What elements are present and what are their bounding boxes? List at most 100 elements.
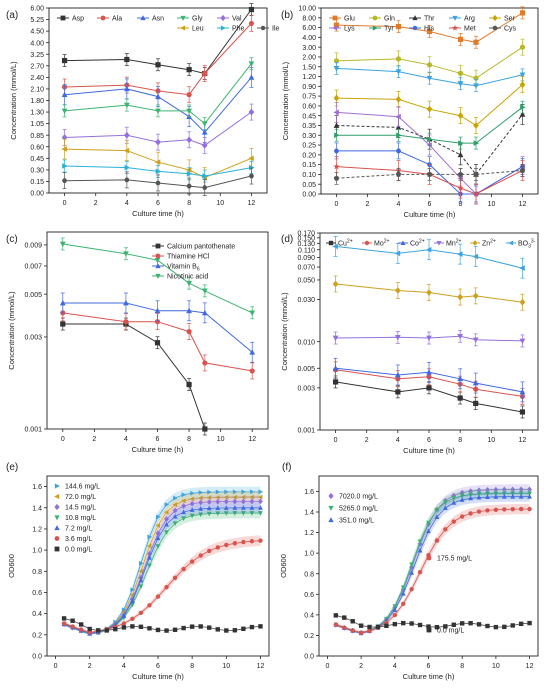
y-tick-label: 0.35 bbox=[302, 123, 316, 130]
data-point bbox=[248, 108, 255, 116]
data-point bbox=[392, 621, 398, 627]
series-line bbox=[64, 63, 252, 125]
series-line bbox=[64, 111, 252, 146]
series-line bbox=[336, 84, 523, 127]
y-tick-label: 0.150 bbox=[297, 235, 315, 242]
series-3-6-mg-l bbox=[61, 535, 263, 635]
y-tick-label: 0.6 bbox=[32, 590, 42, 597]
data-point bbox=[121, 621, 127, 626]
data-point bbox=[472, 253, 479, 260]
data-point bbox=[457, 333, 464, 340]
series-mn bbox=[332, 329, 526, 348]
data-point bbox=[129, 602, 135, 608]
data-point bbox=[206, 499, 212, 505]
data-point bbox=[201, 129, 208, 135]
data-point bbox=[202, 185, 208, 190]
y-tick-label: 0.001 bbox=[24, 427, 42, 434]
legend-label: 144.6 mg/L bbox=[65, 484, 100, 491]
data-point bbox=[207, 625, 212, 630]
legend-item: Lys bbox=[329, 25, 355, 33]
y-tick-label: 0.05 bbox=[302, 182, 316, 189]
legend-item: Ile bbox=[257, 26, 280, 33]
data-point bbox=[426, 171, 433, 177]
x-tick-label: 2 bbox=[88, 663, 92, 670]
data-point bbox=[434, 508, 440, 513]
legend-item: Thiamine HCl bbox=[152, 253, 210, 261]
legend-item: 175.5 mg/L bbox=[426, 555, 472, 563]
series-line bbox=[336, 12, 523, 43]
data-point bbox=[59, 241, 66, 248]
legend-item: Tyr bbox=[369, 25, 394, 33]
data-point bbox=[249, 511, 255, 516]
y-tick-label: 4.00 bbox=[302, 35, 316, 42]
data-point bbox=[258, 498, 263, 505]
data-point bbox=[198, 495, 203, 501]
data-point bbox=[164, 516, 169, 522]
data-point bbox=[472, 190, 480, 197]
y-tick-label: 0.45 bbox=[30, 156, 44, 163]
data-point bbox=[249, 494, 254, 500]
confidence-band bbox=[335, 488, 530, 635]
y-tick-label: 3.25 bbox=[30, 52, 44, 59]
data-point bbox=[215, 627, 220, 632]
data-point bbox=[62, 163, 68, 169]
data-point bbox=[96, 628, 101, 633]
data-point bbox=[61, 178, 68, 183]
y-tick-label: 0.050 bbox=[297, 278, 315, 285]
data-point bbox=[70, 618, 75, 623]
legend: 144.6 mg/L 72.0 mg/L 14.5 mg/L 10.8 mg/L 7.2… bbox=[54, 483, 100, 554]
data-point bbox=[138, 624, 144, 629]
data-point bbox=[395, 148, 402, 154]
y-tick-label: 0.090 bbox=[297, 255, 315, 262]
data-point bbox=[459, 514, 465, 519]
legend-item: Gln bbox=[369, 15, 395, 23]
series-line bbox=[336, 114, 523, 176]
data-point bbox=[241, 489, 247, 495]
legend-marker bbox=[220, 14, 226, 22]
data-point bbox=[249, 498, 255, 505]
data-point bbox=[457, 293, 464, 301]
data-point bbox=[138, 560, 144, 566]
legend-marker bbox=[54, 525, 60, 531]
data-point bbox=[258, 624, 263, 629]
legend-marker bbox=[60, 15, 66, 21]
data-point bbox=[519, 111, 526, 117]
data-point bbox=[198, 490, 204, 495]
data-point bbox=[409, 586, 414, 592]
data-point bbox=[518, 491, 524, 497]
data-point bbox=[198, 624, 203, 629]
x-tick-label: 2 bbox=[359, 663, 363, 670]
data-point bbox=[358, 623, 364, 628]
data-point bbox=[442, 505, 448, 511]
data-point bbox=[392, 612, 398, 618]
series-zn bbox=[332, 275, 526, 311]
data-point bbox=[510, 507, 515, 512]
legend-item: 72.0 mg/L bbox=[54, 493, 96, 501]
data-point bbox=[181, 566, 186, 572]
data-point bbox=[493, 494, 499, 499]
data-point bbox=[215, 505, 221, 510]
data-point bbox=[395, 24, 402, 30]
data-point bbox=[249, 164, 255, 171]
data-point bbox=[224, 542, 229, 548]
data-point bbox=[476, 509, 482, 514]
data-point bbox=[518, 493, 524, 499]
legend-marker bbox=[332, 25, 338, 31]
data-point bbox=[519, 409, 526, 415]
data-point bbox=[468, 495, 474, 501]
data-point bbox=[249, 539, 255, 544]
legend-label: Vitamin B6 bbox=[167, 264, 200, 273]
legend-label: 7.2 mg/L bbox=[65, 526, 92, 533]
x-tick-label: 0 bbox=[54, 663, 58, 670]
data-point bbox=[155, 93, 161, 99]
data-point bbox=[257, 494, 263, 500]
legend-item: 0.0 mg/L bbox=[54, 546, 92, 554]
data-point bbox=[451, 496, 457, 501]
x-axis-title: Culture time (h) bbox=[132, 672, 184, 681]
data-point bbox=[519, 298, 526, 306]
data-point bbox=[392, 604, 398, 609]
data-point bbox=[202, 173, 208, 179]
series-line bbox=[335, 335, 523, 342]
data-point bbox=[121, 625, 127, 630]
